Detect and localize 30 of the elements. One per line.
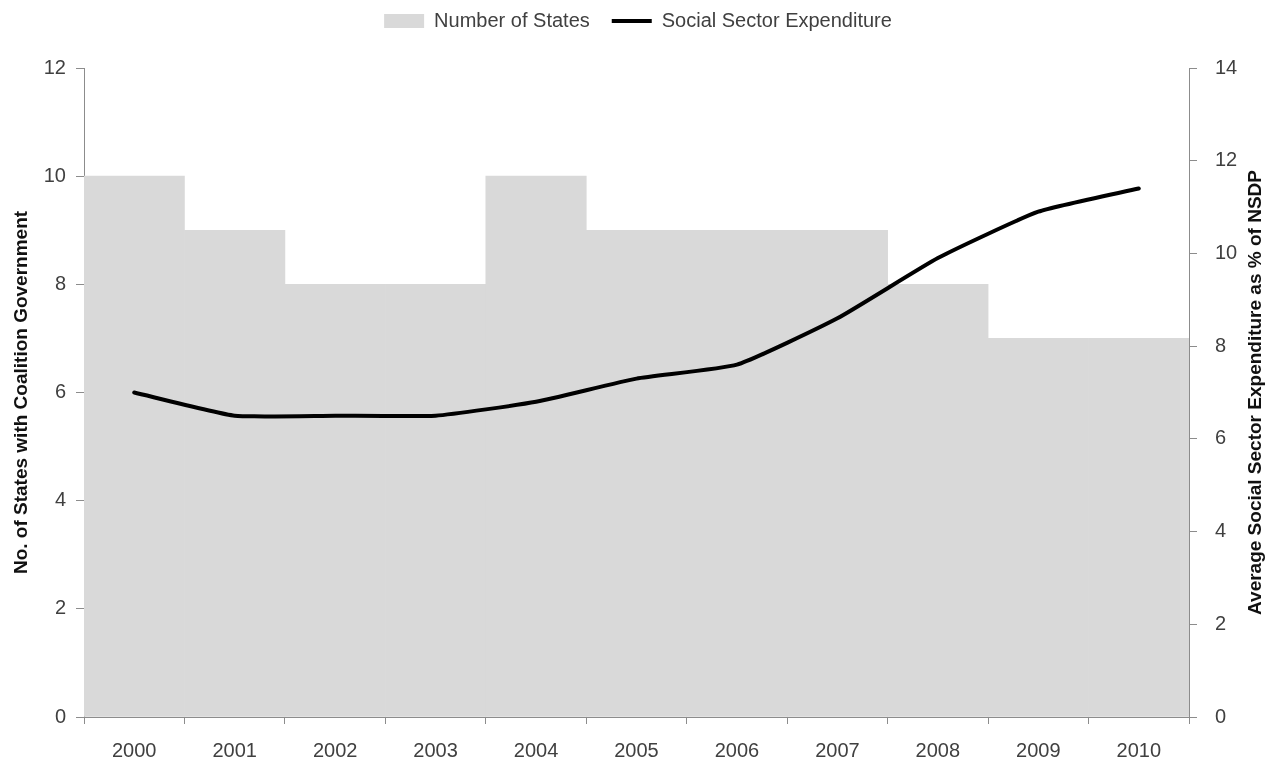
y-tick-label: 8	[54, 271, 66, 294]
x-tick-label: 2006	[714, 738, 760, 761]
legend-label: Number of States	[434, 8, 590, 31]
x-tick-label: 2000	[111, 738, 157, 761]
legend-label: Social Sector Expenditure	[661, 8, 892, 31]
y-tick-label: 10	[43, 163, 66, 186]
y2-axis-title: Average Social Sector Expenditure as % of NSDP	[1244, 169, 1266, 615]
y2-tick-label: 4	[1215, 519, 1227, 542]
x-tick-label: 2002	[312, 738, 358, 761]
y2-tick-label: 6	[1215, 426, 1227, 449]
y-tick-label: 6	[54, 380, 66, 403]
y2-tick-label: 0	[1215, 704, 1227, 727]
y2-tick-label: 8	[1215, 333, 1227, 356]
x-tick-label: 2005	[614, 738, 659, 761]
y2-tick-label: 2	[1215, 611, 1227, 634]
x-tick-label: 2010	[1116, 738, 1162, 761]
y2-tick-label: 12	[1215, 148, 1238, 171]
y-tick-label: 2	[54, 596, 66, 619]
x-tick-label: 2001	[212, 738, 257, 761]
x-tick-label: 2003	[413, 738, 458, 761]
y-axis-title: No. of States with Coalition Government	[9, 210, 31, 575]
y-tick-label: 4	[54, 488, 66, 511]
x-tick-label: 2009	[1016, 738, 1061, 761]
y-tick-label: 0	[54, 704, 66, 727]
y2-tick-label: 10	[1215, 240, 1238, 263]
y2-tick-label: 14	[1215, 55, 1238, 78]
x-tick-label: 2008	[915, 738, 961, 761]
y-tick-label: 12	[43, 55, 66, 78]
x-tick-label: 2004	[513, 738, 559, 761]
x-tick-label: 2007	[815, 738, 860, 761]
